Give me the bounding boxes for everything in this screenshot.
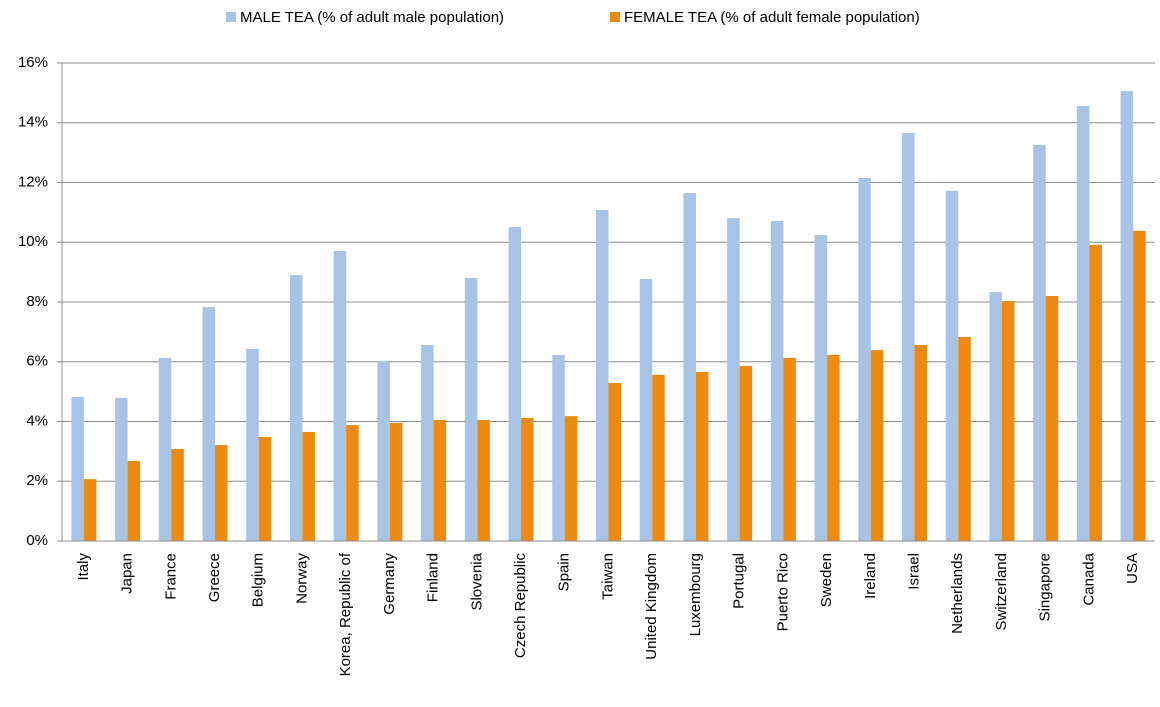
bar xyxy=(608,382,621,541)
x-tick-label: Belgium xyxy=(250,553,267,607)
bar xyxy=(477,420,490,541)
bar xyxy=(914,345,928,541)
bar xyxy=(521,417,534,541)
y-tick-label: 0% xyxy=(26,532,48,549)
bar xyxy=(1120,91,1134,542)
x-tick-label: Spain xyxy=(556,553,573,591)
legend-label: MALE TEA (% of adult male population) xyxy=(240,9,504,26)
x-tick-label: Portugal xyxy=(731,553,748,609)
x-tick-label: Israel xyxy=(906,553,923,590)
legend-label: FEMALE TEA (% of adult female population… xyxy=(624,9,920,26)
bar xyxy=(202,307,216,541)
bar xyxy=(246,348,259,541)
bar xyxy=(389,422,403,541)
y-tick-label: 8% xyxy=(26,293,48,310)
bar xyxy=(421,345,434,541)
bar xyxy=(464,278,478,541)
bar xyxy=(1076,106,1090,542)
bar xyxy=(115,397,128,541)
x-tick-label: United Kingdom xyxy=(643,553,660,660)
legend-swatch xyxy=(610,12,620,22)
bar xyxy=(945,190,959,542)
x-tick-label: France xyxy=(162,553,179,600)
bar xyxy=(171,448,184,541)
x-tick-label: Canada xyxy=(1080,552,1097,605)
bar xyxy=(1033,144,1046,542)
bar xyxy=(215,445,228,541)
bar xyxy=(1045,296,1059,541)
x-tick-label: Finland xyxy=(425,553,442,602)
x-tick-label: Norway xyxy=(293,553,310,604)
bar xyxy=(377,360,390,541)
bar xyxy=(1001,301,1015,541)
x-tick-label: Germany xyxy=(381,553,398,615)
x-tick-label: Slovenia xyxy=(468,552,485,610)
y-tick-label: 2% xyxy=(26,472,48,489)
bar xyxy=(158,357,172,541)
x-tick-label: Italy xyxy=(75,553,92,581)
bar xyxy=(127,460,141,541)
y-tick-label: 4% xyxy=(26,412,48,429)
bar xyxy=(596,209,609,542)
bar xyxy=(302,431,315,541)
bar xyxy=(433,420,447,541)
bar xyxy=(727,218,740,541)
bar xyxy=(1089,244,1102,541)
x-tick-label: USA xyxy=(1124,553,1141,584)
y-tick-label: 14% xyxy=(18,114,48,131)
x-tick-label: Czech Republic xyxy=(512,553,529,659)
x-tick-label: Greece xyxy=(206,553,223,602)
x-tick-label: Puerto Rico xyxy=(774,553,791,631)
bar xyxy=(289,275,303,541)
bar xyxy=(683,192,696,542)
y-tick-label: 16% xyxy=(18,54,48,71)
bar xyxy=(695,371,709,541)
x-tick-label: Sweden xyxy=(818,553,835,607)
bar xyxy=(814,235,828,541)
bar xyxy=(827,354,840,541)
bar xyxy=(770,221,784,541)
bar xyxy=(783,357,796,541)
bar xyxy=(552,354,565,541)
bar xyxy=(258,437,272,541)
bar xyxy=(902,132,915,541)
bar xyxy=(739,365,753,541)
x-tick-label: Korea, Republic of xyxy=(337,552,354,676)
bar xyxy=(508,227,522,542)
bar xyxy=(652,374,665,541)
y-tick-label: 10% xyxy=(18,233,48,250)
legend-swatch xyxy=(226,12,236,22)
bar xyxy=(639,278,653,541)
bar xyxy=(870,350,884,541)
x-tick-label: Ireland xyxy=(862,553,879,599)
x-tick-label: Luxembourg xyxy=(687,553,704,636)
x-tick-label: Switzerland xyxy=(993,553,1010,631)
x-tick-label: Singapore xyxy=(1037,553,1054,621)
bar xyxy=(564,416,578,541)
bar xyxy=(346,425,359,541)
x-tick-label: Taiwan xyxy=(599,553,616,600)
bar xyxy=(1133,230,1146,541)
bar xyxy=(333,250,347,541)
bar xyxy=(71,397,84,541)
bar xyxy=(989,292,1002,541)
y-tick-label: 6% xyxy=(26,353,48,370)
bar xyxy=(83,479,97,541)
bar xyxy=(858,178,871,542)
bar xyxy=(958,336,971,541)
y-tick-label: 12% xyxy=(18,173,48,190)
x-tick-label: Netherlands xyxy=(949,553,966,634)
x-tick-label: Japan xyxy=(119,553,136,594)
